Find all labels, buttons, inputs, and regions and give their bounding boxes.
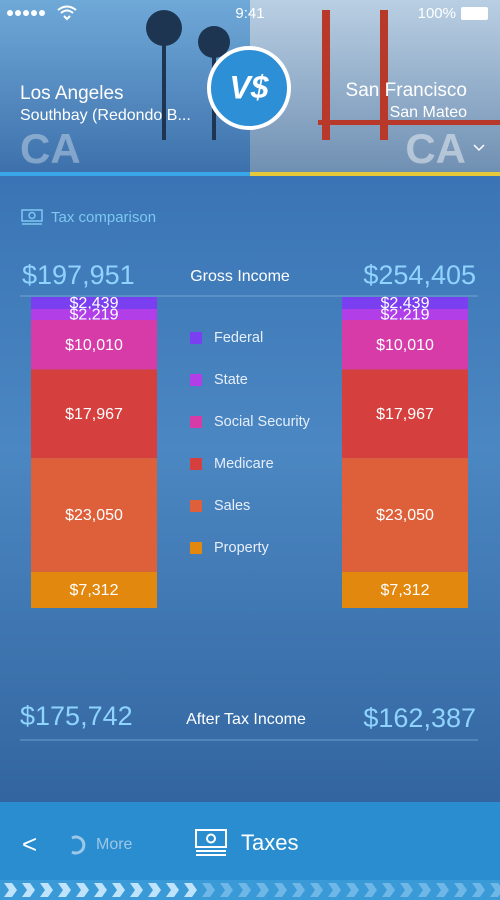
- status-battery: 100%: [418, 5, 456, 22]
- legend-label: Sales: [214, 498, 250, 514]
- value-label: $10,010: [376, 337, 434, 354]
- bar-segment: [31, 369, 157, 459]
- left-area: Southbay (Redondo B...: [20, 107, 191, 124]
- gross-income-label: Gross Income: [190, 268, 290, 285]
- chevron: [112, 883, 125, 897]
- chevron: [328, 883, 341, 897]
- legend-swatch: [190, 542, 202, 554]
- legend-label: Social Security: [214, 414, 311, 430]
- bar-segment: [31, 571, 157, 608]
- chevron: [454, 883, 467, 897]
- chevron: [220, 883, 233, 897]
- bar-segment: [31, 458, 157, 572]
- chevron: [256, 883, 269, 897]
- back-button[interactable]: <: [22, 829, 37, 859]
- after-tax-right: $162,387: [363, 703, 476, 733]
- taxes-icon: [195, 829, 227, 856]
- chevron: [148, 883, 161, 897]
- right-city: San Francisco: [346, 80, 467, 101]
- chart: $2,439$2,219$10,010$17,967$23,050$7,312$…: [31, 295, 468, 608]
- value-label: $10,010: [65, 337, 123, 354]
- chevron: [346, 883, 359, 897]
- legend-label: State: [214, 372, 248, 388]
- legend-swatch: [190, 332, 202, 344]
- chevron: [58, 883, 71, 897]
- chevron: [40, 883, 53, 897]
- legend-swatch: [190, 374, 202, 386]
- gross-income-left: $197,951: [22, 260, 135, 290]
- bridge: [318, 10, 500, 140]
- bar-segment: [342, 309, 468, 320]
- chevron: [418, 883, 431, 897]
- tax-icon: [21, 209, 43, 225]
- after-tax-left: $175,742: [20, 701, 133, 731]
- legend-label: Medicare: [214, 456, 274, 472]
- chevron: [400, 883, 413, 897]
- nav-current[interactable]: Taxes: [241, 830, 298, 855]
- chevron: [130, 883, 143, 897]
- right-state: CA: [405, 125, 466, 172]
- value-label: $2,439: [70, 295, 119, 312]
- chevron: [436, 883, 449, 897]
- chevron: [76, 883, 89, 897]
- vs-logo: [207, 46, 291, 130]
- after-tax-label: After Tax Income: [186, 711, 306, 728]
- legend-label: Property: [214, 540, 270, 556]
- value-label: $17,967: [65, 406, 123, 423]
- bar-segment: [342, 369, 468, 459]
- chevron: [184, 883, 197, 897]
- bar-segment: [31, 297, 157, 310]
- bar-segment: [342, 571, 468, 608]
- bar-segment: [31, 309, 157, 320]
- chevron: [382, 883, 395, 897]
- left-city: Los Angeles: [20, 83, 124, 104]
- vs-logo-text: V$: [229, 69, 269, 105]
- signal-dots: [7, 10, 45, 16]
- chevron: [94, 883, 107, 897]
- value-label: $23,050: [376, 507, 434, 524]
- chevron: [4, 883, 17, 897]
- value-label: $2,219: [381, 307, 430, 324]
- value-label: $2,439: [381, 295, 430, 312]
- chevron: [310, 883, 323, 897]
- section-title: Tax comparison: [51, 209, 156, 226]
- progress-chevrons: [4, 883, 500, 897]
- wifi-icon: [57, 5, 77, 21]
- bar-segment: [31, 319, 157, 370]
- legend-swatch: [190, 458, 202, 470]
- bar-segment: [342, 319, 468, 370]
- refresh-icon[interactable]: [71, 835, 86, 855]
- value-label: $7,312: [381, 582, 430, 599]
- bar-segment: [342, 297, 468, 310]
- more-button[interactable]: More: [96, 836, 133, 853]
- right-area: San Mateo: [390, 104, 467, 121]
- left-state: CA: [20, 125, 81, 172]
- chevron: [472, 883, 485, 897]
- chevron: [274, 883, 287, 897]
- chevron: [292, 883, 305, 897]
- chevron: [202, 883, 215, 897]
- value-label: $7,312: [70, 582, 119, 599]
- value-label: $23,050: [65, 507, 123, 524]
- legend-label: Federal: [214, 330, 263, 346]
- chevron: [166, 883, 179, 897]
- value-label: $17,967: [376, 406, 434, 423]
- gross-income-right: $254,405: [363, 260, 476, 290]
- status-time: 9:41: [235, 5, 264, 22]
- header-right-accent: [250, 172, 500, 176]
- chevron: [238, 883, 251, 897]
- header-right-image: [250, 0, 500, 174]
- value-label: $2,219: [70, 307, 119, 324]
- bar-segment: [342, 458, 468, 572]
- header-left-accent: [0, 172, 250, 176]
- chevron: [364, 883, 377, 897]
- state-dropdown[interactable]: [473, 144, 485, 152]
- chevron: [490, 883, 500, 897]
- legend-swatch: [190, 416, 202, 428]
- battery-icon: [461, 7, 488, 20]
- chevron: [22, 883, 35, 897]
- legend-swatch: [190, 500, 202, 512]
